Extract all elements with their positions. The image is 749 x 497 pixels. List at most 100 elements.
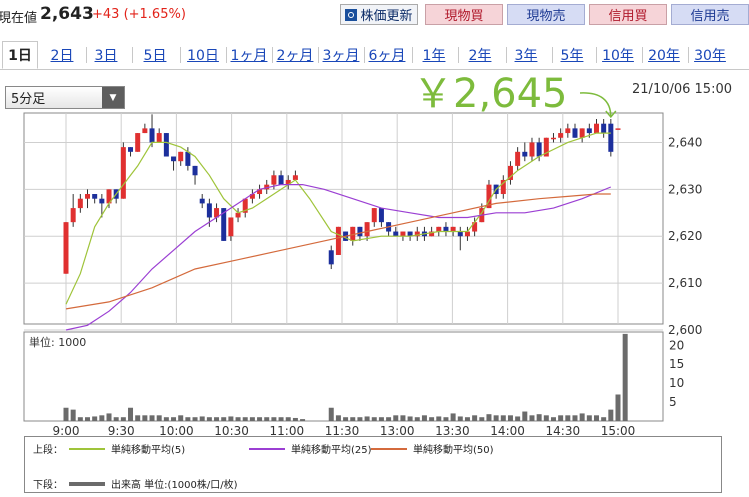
candle-down [443,226,449,232]
candle-up [228,217,234,237]
volume-bar [135,415,141,421]
spot-buy-button[interactable]: 現物買 [425,4,503,25]
volume-tick-label: 20 [669,338,684,352]
volume-bar [214,417,220,421]
tab-10y[interactable]: 10年 [602,47,634,64]
period-tabs: 1日 2日 3日 5日 10日 1ヶ月 2ヶ月 3ヶ月 6ヶ月 1年 2年 3年… [0,41,749,70]
top-bar: 現在値 2,643 +43 (+1.65%) 株価更新 現物買 現物売 信用買 … [0,0,749,30]
tab-3m[interactable]: 3ヶ月 [322,47,360,64]
candle-up [63,222,69,274]
candle-up [371,208,377,223]
time-tick-label: 10:00 [159,424,194,438]
volume-bar [171,417,177,421]
time-tick-label: 10:30 [214,424,249,438]
candle-up [364,222,370,237]
volume-bar [70,409,76,421]
candle-down [221,208,227,241]
candle-up [85,194,91,199]
candle-down [357,226,363,237]
volume-bar [436,416,442,421]
price-panel-frame [23,112,664,325]
time-tick-label: 9:00 [53,424,80,438]
volume-panel-frame [23,331,664,422]
volume-bar [206,417,212,421]
chevron-down-icon: ▼ [102,87,124,108]
candle-up [178,151,184,162]
volume-bar [558,415,564,421]
candle-up [414,231,420,237]
volume-bar [457,416,463,421]
volume-bar [156,415,162,421]
tab-5d[interactable]: 5日 [143,47,167,64]
volume-bar [608,409,614,421]
volume-tick-label: 15 [669,357,684,371]
tab-6m[interactable]: 6ヶ月 [368,47,406,64]
candle-down [536,142,542,157]
candle-up [550,137,556,140]
volume-bar [228,416,234,421]
interval-select[interactable]: 5分足 ▼ [5,86,125,109]
volume-bar [221,417,227,421]
volume-bar [601,417,607,421]
volume-bar [550,417,556,421]
volume-bar [450,413,456,421]
volume-unit-label: 単位: 1000 [29,335,86,349]
volume-bar [486,414,492,421]
price-tick-label: 2,640 [668,135,702,149]
volume-bar [421,415,427,421]
tab-1y[interactable]: 1年 [422,47,446,64]
margin-buy-button[interactable]: 信用買 [589,4,667,25]
legend-lower: 下段： 出来高 単位:(1000株/口/枚) [33,476,238,491]
volume-bar [128,407,134,421]
volume-bar [464,417,470,421]
volume-bar [92,416,98,421]
tab-10d[interactable]: 10日 [187,47,219,64]
legend-ma25: 単純移動平均(25) [291,445,372,456]
tab-1m[interactable]: 1ヶ月 [230,47,268,64]
candle-down [393,231,399,237]
candle-up [350,226,356,241]
tab-3y[interactable]: 3年 [514,47,538,64]
price-change: +43 (+1.65%) [92,7,186,22]
candle-down [99,198,105,204]
candle-up [593,123,599,134]
tab-2d[interactable]: 2日 [50,47,74,64]
volume-bar [285,417,291,421]
volume-bar [386,417,392,421]
tab-30y[interactable]: 30年 [694,47,726,64]
tab-1d[interactable]: 1日 [2,41,38,69]
tab-2m[interactable]: 2ヶ月 [276,47,314,64]
volume-bar [300,419,306,421]
time-tick-label: 15:00 [601,424,636,438]
legend-ma25-entry: 単純移動平均(25) [243,441,372,456]
volume-bar [515,416,521,421]
volume-bar [371,417,377,421]
interval-select-value: 5分足 [11,92,46,107]
tab-2y[interactable]: 2年 [468,47,492,64]
candle-up [565,128,571,134]
candle-up [249,194,255,199]
tab-5y[interactable]: 5年 [560,47,584,64]
candle-down [378,208,384,223]
tab-3d[interactable]: 3日 [94,47,118,64]
candle-up [292,175,298,180]
volume-bar [414,417,420,421]
volume-bar [479,417,485,421]
volume-bar [429,417,435,421]
volume-bar [522,411,528,421]
candle-down [522,151,528,157]
candle-up [429,231,435,237]
candle-down [92,194,98,199]
volume-bar [328,407,334,421]
tab-20y[interactable]: 20年 [648,47,680,64]
time-tick-label: 9:30 [108,424,135,438]
legend-volume: 出来高 単位:(1000株/口/枚) [111,480,238,491]
refresh-icon [345,8,358,21]
legend-ma50-entry: 単純移動平均(50) [365,441,494,456]
spot-sell-button[interactable]: 現物売 [507,4,585,25]
volume-bar [615,394,621,421]
refresh-price-button[interactable]: 株価更新 [340,4,418,25]
volume-bar [257,417,263,421]
time-tick-label: 14:30 [546,424,581,438]
